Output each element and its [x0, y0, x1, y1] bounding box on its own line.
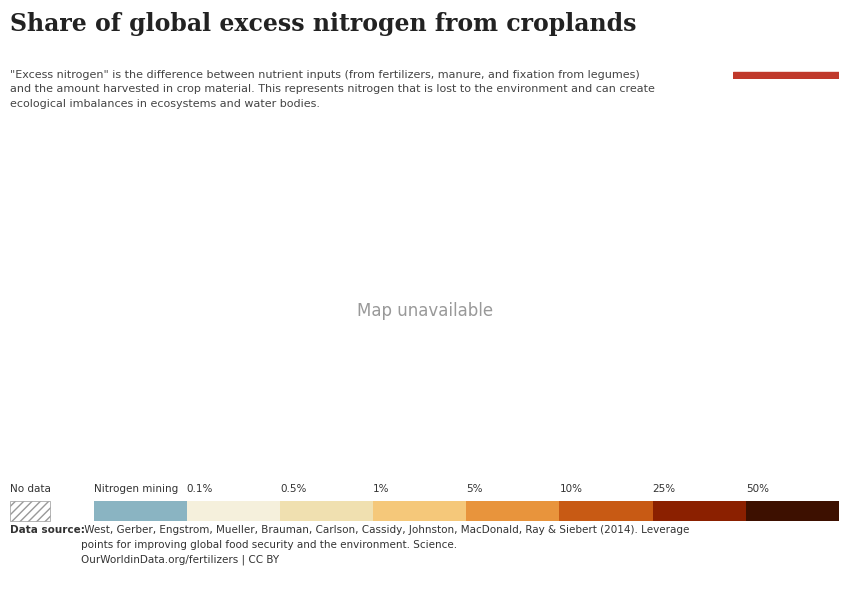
- Text: 10%: 10%: [559, 484, 582, 494]
- Text: 0.1%: 0.1%: [187, 484, 213, 494]
- Bar: [187, 501, 280, 521]
- Bar: [373, 501, 467, 521]
- Text: 25%: 25%: [653, 484, 676, 494]
- Bar: [280, 501, 373, 521]
- Bar: [733, 73, 839, 79]
- Text: Map unavailable: Map unavailable: [357, 301, 493, 319]
- Text: West, Gerber, Engstrom, Mueller, Brauman, Carlson, Cassidy, Johnston, MacDonald,: West, Gerber, Engstrom, Mueller, Brauman…: [81, 525, 689, 565]
- Text: Share of global excess nitrogen from croplands: Share of global excess nitrogen from cro…: [10, 12, 637, 36]
- Bar: [467, 501, 559, 521]
- Bar: [745, 501, 839, 521]
- Text: "Excess nitrogen" is the difference between nutrient inputs (from fertilizers, m: "Excess nitrogen" is the difference betw…: [10, 70, 655, 109]
- Text: Nitrogen mining: Nitrogen mining: [94, 484, 178, 494]
- Text: 5%: 5%: [467, 484, 483, 494]
- Bar: [653, 501, 745, 521]
- Text: No data: No data: [9, 484, 51, 494]
- Text: 0.5%: 0.5%: [280, 484, 306, 494]
- Bar: [94, 501, 187, 521]
- Text: Our World: Our World: [756, 24, 816, 34]
- Text: in Data: in Data: [765, 44, 808, 54]
- Bar: [10, 501, 50, 521]
- Text: 1%: 1%: [373, 484, 389, 494]
- Text: Data source:: Data source:: [10, 525, 85, 535]
- Bar: [559, 501, 653, 521]
- Text: 50%: 50%: [745, 484, 769, 494]
